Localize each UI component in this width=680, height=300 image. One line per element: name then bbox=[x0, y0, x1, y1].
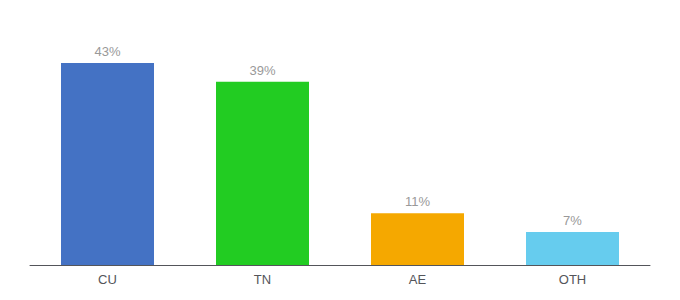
svg-text:OTH: OTH bbox=[559, 272, 586, 287]
svg-text:TN: TN bbox=[254, 272, 271, 287]
svg-text:AE: AE bbox=[409, 272, 427, 287]
svg-text:CU: CU bbox=[98, 272, 117, 287]
svg-text:11%: 11% bbox=[405, 194, 430, 209]
svg-text:43%: 43% bbox=[94, 44, 120, 59]
svg-text:7%: 7% bbox=[563, 213, 582, 228]
svg-text:39%: 39% bbox=[249, 63, 275, 78]
